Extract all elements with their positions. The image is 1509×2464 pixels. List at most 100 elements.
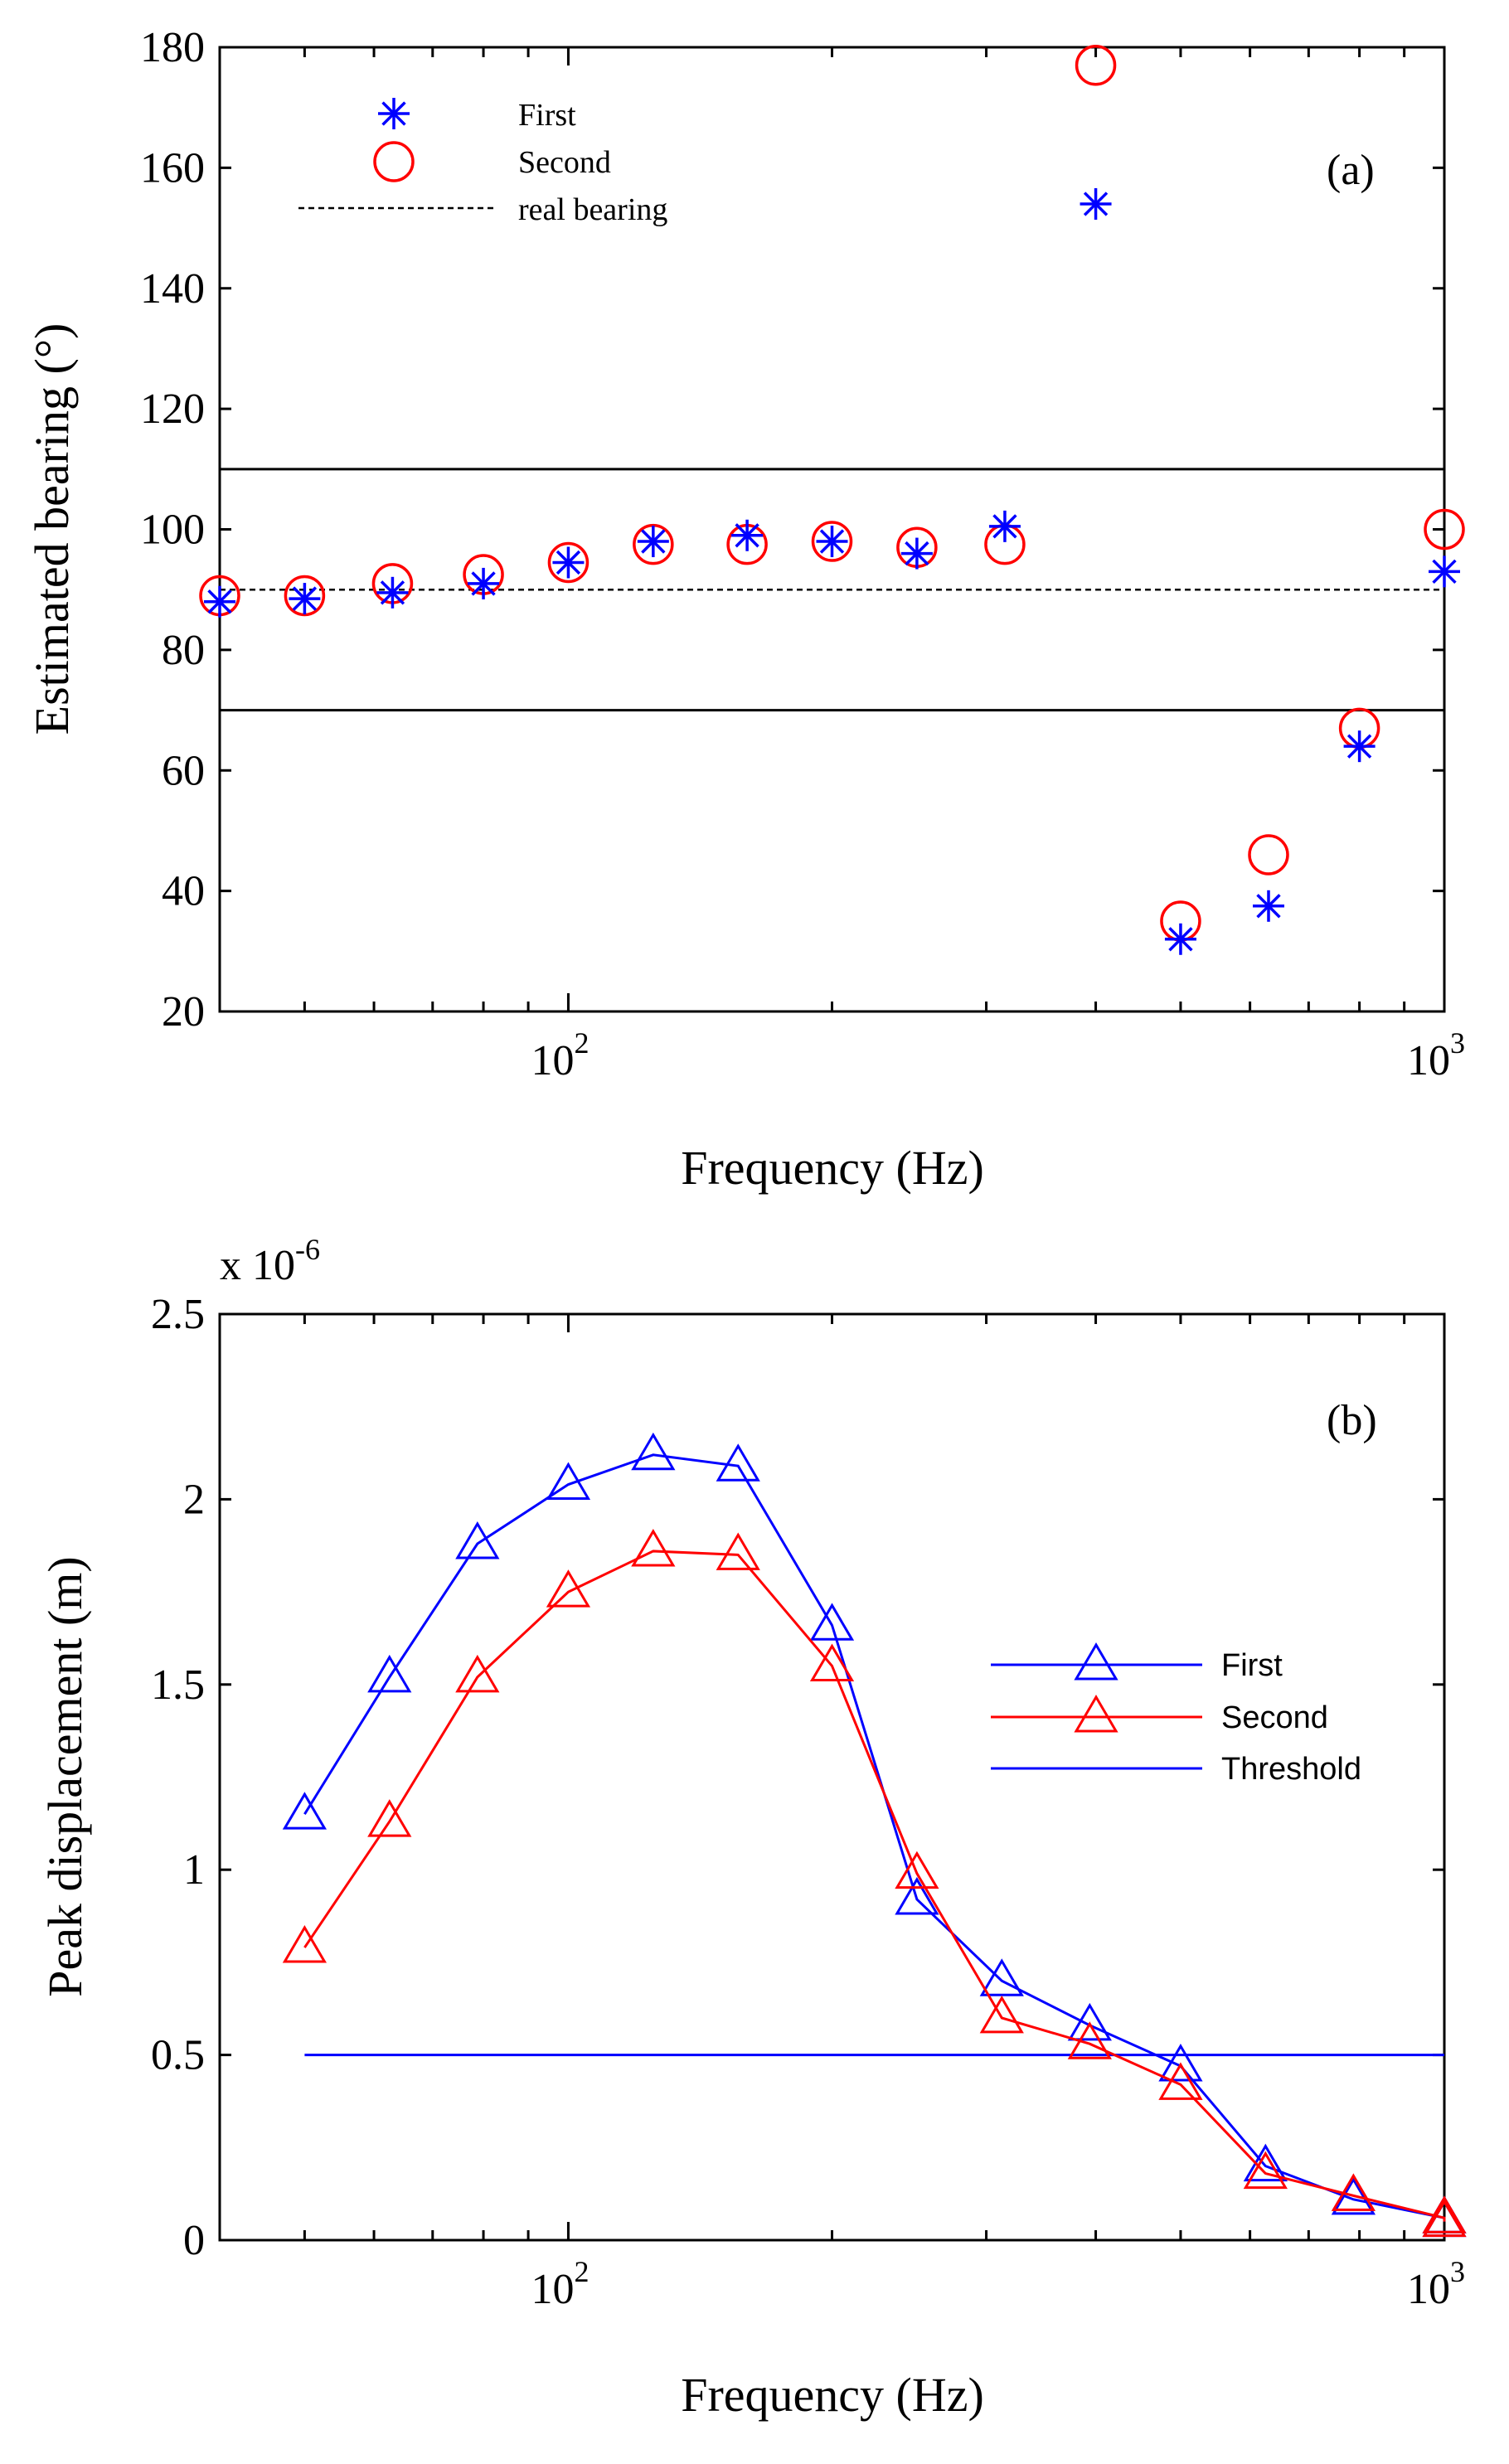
- second-point: [547, 541, 590, 584]
- first-point: [900, 537, 933, 570]
- first-point: [289, 583, 321, 615]
- panel-b-chart: 0 0.5 1 1.5 2 2.5 102 103 x 10-6 First Second …: [38, 1233, 1467, 2422]
- point-first: [1158, 2044, 1203, 2082]
- point-second: [716, 1532, 760, 1570]
- point-second: [1422, 2195, 1467, 2234]
- panel-b-exponent-label: x 10-6: [220, 1233, 320, 1289]
- panel-a-label: (a): [1327, 147, 1375, 194]
- point-second: [1331, 2173, 1376, 2211]
- legend-second-circle: [373, 141, 415, 182]
- panel-b-y-ticks: 0 0.5 1 1.5 2 2.5: [151, 1291, 1444, 2264]
- second-point: [811, 521, 853, 562]
- point-second: [1243, 2151, 1288, 2190]
- panel-b-x-tick-label: 103: [1407, 2255, 1465, 2313]
- point-first: [1067, 2002, 1112, 2041]
- first-point: [1343, 730, 1376, 763]
- panel-b-y-tick-label: 0.5: [151, 2032, 205, 2079]
- panel-b-y-tick-label: 2.5: [151, 1291, 205, 1338]
- second-point: [1424, 508, 1465, 551]
- panel-a-legend: First Second real bearing: [298, 98, 667, 227]
- point-first: [455, 1521, 500, 1559]
- first-point: [552, 546, 585, 579]
- point-second: [895, 1850, 939, 1889]
- point-second: [631, 1528, 676, 1567]
- first-point: [1252, 890, 1284, 922]
- panel-a-x-ticks: 102 103: [218, 47, 1465, 1084]
- legend-first-asterisk-mark: [378, 98, 410, 129]
- panel-a-x-tick-label: 102: [531, 1026, 589, 1084]
- panel-a-reference-lines: [220, 468, 1444, 712]
- series-line-first: [303, 1453, 1446, 2222]
- point-first: [895, 1876, 939, 1915]
- legend-second-label: Second: [1221, 1700, 1328, 1735]
- first-point: [468, 567, 500, 599]
- panel-a-y-tick-label: 40: [162, 868, 205, 915]
- panel-a-y-tick-label: 100: [140, 507, 205, 554]
- panel-a-y-tick-label: 60: [162, 747, 205, 794]
- first-point: [376, 576, 409, 609]
- legend-first-label: First: [518, 98, 576, 133]
- second-point: [284, 575, 326, 617]
- first-point: [988, 510, 1021, 542]
- first-point: [637, 526, 669, 558]
- point-second: [1158, 2062, 1203, 2100]
- legend-first-label: First: [1221, 1648, 1283, 1683]
- panel-a-y-tick-label: 160: [140, 144, 205, 192]
- first-point: [1164, 923, 1196, 955]
- panel-b-y-tick-label: 1: [183, 1846, 205, 1894]
- panel-b-y-tick-label: 2: [183, 1476, 205, 1523]
- legend-real-bearing-label: real bearing: [518, 192, 667, 227]
- panel-b-x-axis-title: Frequency (Hz): [681, 2368, 984, 2422]
- point-second: [455, 1654, 500, 1693]
- panel-a-x-axis-title: Frequency (Hz): [681, 1141, 984, 1195]
- first-point: [1080, 187, 1112, 220]
- point-first: [716, 1443, 760, 1482]
- point-second: [282, 1925, 328, 1963]
- point-first: [282, 1792, 328, 1830]
- legend-threshold-label: Threshold: [1221, 1752, 1361, 1787]
- point-first: [367, 1654, 412, 1693]
- point-second: [1422, 2199, 1467, 2238]
- legend-first-asterisk: [378, 98, 410, 129]
- panel-a-chart: 20 40 60 80 100 120 140 160 180 102 103 First Sec…: [25, 24, 1465, 1195]
- first-point: [1429, 555, 1460, 588]
- point-second: [809, 1643, 855, 1681]
- second-point: [1075, 45, 1117, 86]
- panel-a-y-tick-label: 20: [162, 988, 205, 1036]
- panel-a-x-tick-label: 103: [1407, 1026, 1465, 1084]
- panel-a-y-tick-label: 80: [162, 627, 205, 674]
- panel-b-legend: First Second Threshold: [991, 1642, 1361, 1787]
- first-point: [204, 585, 235, 618]
- panel-b-x-tick-label: 102: [531, 2255, 589, 2313]
- panel-b-label: (b): [1327, 1397, 1377, 1444]
- panel-b-y-axis-title: Peak displacement (m): [38, 1556, 92, 1997]
- point-first: [809, 1603, 855, 1641]
- panel-a-marks: [199, 45, 1465, 955]
- point-second: [1067, 2021, 1112, 2059]
- second-point: [1248, 834, 1289, 875]
- point-first: [631, 1432, 676, 1471]
- panel-a-y-axis-title: Estimated bearing (°): [25, 323, 79, 735]
- first-point: [816, 526, 848, 558]
- legend-second-triangle: [1074, 1695, 1118, 1733]
- panel-b-y-tick-label: 0: [183, 2217, 205, 2264]
- point-second: [546, 1569, 591, 1608]
- legend-second-label: Second: [518, 145, 611, 180]
- point-first: [979, 1958, 1024, 1996]
- first-point: [731, 519, 764, 551]
- panel-a-y-tick-label: 140: [140, 265, 205, 313]
- panel-b-x-ticks: 102 103: [218, 1314, 1465, 2313]
- point-first: [1331, 2176, 1376, 2215]
- panel-b-y-tick-label: 1.5: [151, 1661, 205, 1709]
- panel-a-y-tick-label: 180: [140, 24, 205, 71]
- point-second: [367, 1799, 412, 1837]
- series-line-second: [303, 1550, 1446, 2222]
- panel-a-y-ticks: 20 40 60 80 100 120 140 160 180: [140, 24, 1444, 1036]
- panel-b-marks: [282, 1432, 1467, 2238]
- second-point: [633, 523, 674, 565]
- point-first: [546, 1462, 591, 1501]
- legend-first-triangle: [1074, 1642, 1118, 1681]
- panel-a-y-tick-label: 120: [140, 386, 205, 433]
- point-second: [979, 1995, 1024, 2034]
